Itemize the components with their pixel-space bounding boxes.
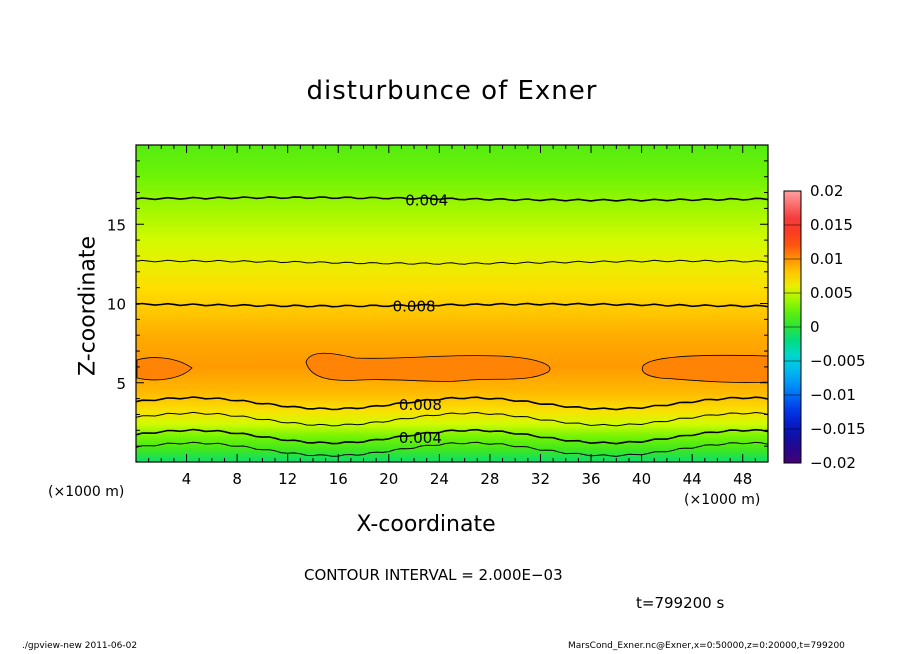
footer-left: ./gpview-new 2011-06-02 <box>22 641 138 651</box>
high-value-regions <box>136 352 769 383</box>
high-region-3 <box>641 354 769 383</box>
contour-label: 0.004 <box>399 429 442 447</box>
x-axis-label: X-coordinate <box>356 512 496 537</box>
chart-title: disturbunce of Exner <box>306 76 598 106</box>
footer-right: MarsCond_Exner.nc@Exner,x=0:50000,z=0:20… <box>568 641 845 651</box>
x-tick-label: 16 <box>329 470 348 488</box>
colorbar-tick-label: −0.02 <box>810 454 856 472</box>
colorbar-tick-label: −0.01 <box>810 386 856 404</box>
x-tick-label: 48 <box>733 470 752 488</box>
high-region-2 <box>305 352 551 382</box>
x-unit-label-left: (×1000 m) <box>48 484 125 500</box>
x-tick-label: 28 <box>480 470 499 488</box>
colorbar-tick-label: −0.005 <box>810 352 866 370</box>
colorbar: 0.02 0.015 0.01 0.005 0 −0.005 −0.01 −0.015 −0.0… <box>783 182 866 472</box>
y-tick-label: 15 <box>107 216 126 234</box>
x-tick-label: 24 <box>430 470 449 488</box>
contour-0.008-lower <box>135 396 769 411</box>
contour-label: 0.008 <box>393 298 436 316</box>
x-tick-label: 8 <box>232 470 242 488</box>
contour-interval-label: CONTOUR INTERVAL = 2.000E−03 <box>304 566 563 584</box>
x-tick-label: 20 <box>379 470 398 488</box>
x-tick-label: 32 <box>531 470 550 488</box>
high-region-1 <box>136 357 193 381</box>
colorbar-tick-label: 0.02 <box>810 182 843 200</box>
contour-0.008-upper <box>135 302 769 308</box>
x-tick-label: 4 <box>182 470 192 488</box>
contour-0.002-lower <box>135 441 769 457</box>
x-axis-ticks: 4 8 12 16 20 24 28 32 36 40 44 48 <box>135 145 769 488</box>
contour-0.006-lower <box>135 411 769 427</box>
y-tick-label: 5 <box>116 375 126 393</box>
contour-labels: 0.004 0.008 0.008 0.004 <box>393 191 449 447</box>
contour-0.004-lower <box>135 428 769 445</box>
contour-0.004-upper <box>135 196 769 202</box>
x-unit-label-right: (×1000 m) <box>684 492 761 508</box>
x-tick-label: 12 <box>278 470 297 488</box>
y-axis-ticks: 5 10 15 <box>107 144 768 463</box>
time-label: t=799200 s <box>636 594 725 612</box>
contour-label: 0.004 <box>405 191 448 209</box>
contour-lines <box>135 196 769 457</box>
x-tick-label: 36 <box>581 470 600 488</box>
colorbar-tick-label: 0 <box>810 318 820 336</box>
colorbar-tick-label: −0.015 <box>810 420 866 438</box>
x-tick-label: 40 <box>632 470 651 488</box>
colorbar-tick-label: 0.015 <box>810 216 853 234</box>
colorbar-tick-label: 0.005 <box>810 284 853 302</box>
x-tick-label: 44 <box>683 470 702 488</box>
colorbar-tick-label: 0.01 <box>810 250 843 268</box>
contour-label: 0.008 <box>399 396 442 414</box>
contour-0.006-upper <box>135 259 769 265</box>
y-tick-label: 10 <box>107 296 126 314</box>
